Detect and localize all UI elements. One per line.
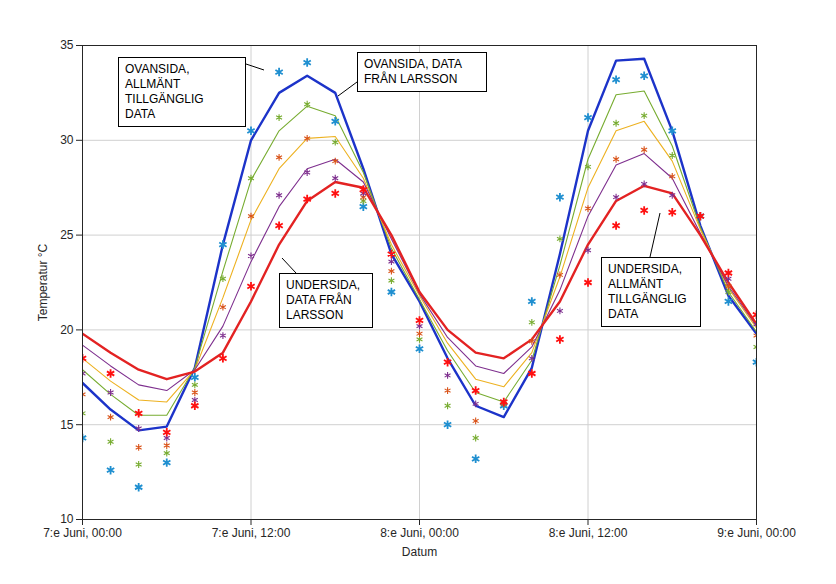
svg-text:Datum: Datum [402, 545, 437, 559]
svg-text:Temperatur °C: Temperatur °C [36, 243, 50, 321]
svg-text:10: 10 [60, 512, 74, 526]
svg-text:20: 20 [60, 323, 74, 337]
html-text:OVANSIDA, DATA FRÅN LARSSON: OVANSIDA, DATA FRÅN LARSSON [364, 57, 462, 86]
svg-text:8:e Juni, 12:00: 8:e Juni, 12:00 [549, 526, 628, 540]
svg-text:15: 15 [60, 418, 74, 432]
html-text:UNDERSIDA, ALLMÄNT TILLGÄNGLIG: UNDERSIDA, ALLMÄNT TILLGÄNGLIG DATA [608, 262, 687, 321]
html-text:UNDERSIDA, DATA FRÅN LARSSON: UNDERSIDA, DATA FRÅN LARSSON [286, 278, 360, 322]
svg-text:9:e Juni, 00:00: 9:e Juni, 00:00 [717, 526, 796, 540]
svg-text:7:e Juni, 12:00: 7:e Juni, 12:00 [212, 526, 291, 540]
svg-text:25: 25 [60, 228, 74, 242]
svg-text:8:e Juni, 00:00: 8:e Juni, 00:00 [380, 526, 459, 540]
svg-text:35: 35 [60, 38, 74, 52]
svg-text:30: 30 [60, 133, 74, 147]
html-text:OVANSIDA, ALLMÄNT TILLGÄNGLIG: OVANSIDA, ALLMÄNT TILLGÄNGLIG DATA [125, 62, 204, 121]
svg-text:7:e Juni, 00:00: 7:e Juni, 00:00 [43, 526, 122, 540]
